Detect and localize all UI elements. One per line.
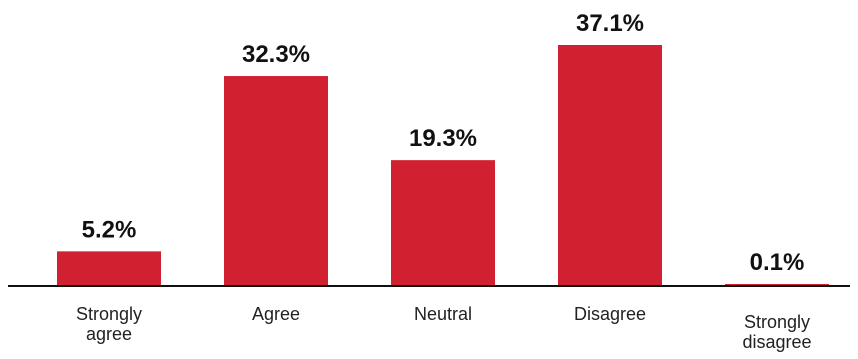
bar-strongly-disagree xyxy=(725,284,829,285)
value-label: 19.3% xyxy=(409,125,477,152)
category-label: Neutral xyxy=(414,304,472,324)
value-label: 0.1% xyxy=(750,249,805,276)
bar-agree xyxy=(224,76,328,286)
category-label: Agree xyxy=(252,304,300,324)
category-label: Strongly agree xyxy=(76,304,142,344)
bar-strongly-agree xyxy=(57,251,161,285)
value-labels-group: 5.2% 32.3% 19.3% 37.1% 0.1% xyxy=(82,10,805,276)
bar-neutral xyxy=(391,160,495,285)
category-label: Strongly disagree xyxy=(742,312,811,352)
category-label: Disagree xyxy=(574,304,646,324)
bars-group xyxy=(57,45,829,286)
bar-disagree xyxy=(558,45,662,285)
value-label: 32.3% xyxy=(242,41,310,68)
category-labels-group: Strongly agree Agree Neutral Disagree Strongl… xyxy=(76,304,812,352)
value-label: 5.2% xyxy=(82,216,137,243)
value-label: 37.1% xyxy=(576,10,644,37)
